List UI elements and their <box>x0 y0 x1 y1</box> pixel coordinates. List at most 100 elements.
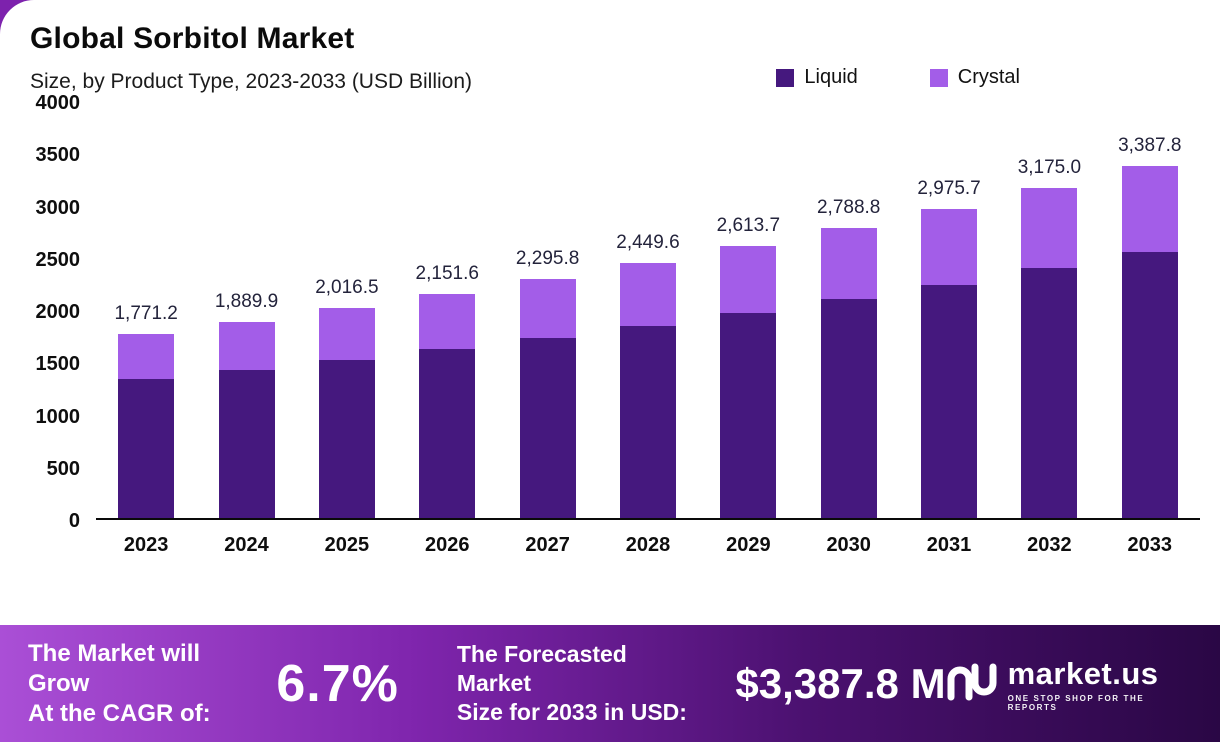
bar-segment-liquid <box>218 369 275 518</box>
bar-segment-crystal <box>921 208 978 285</box>
bar-group: 2,151.6 <box>397 263 497 518</box>
bar-group: 2,613.7 <box>698 215 798 518</box>
legend-swatch-crystal <box>929 68 948 87</box>
y-tick-label: 2500 <box>35 248 81 271</box>
bar-segment-liquid <box>519 338 576 518</box>
bar-total-label: 2,975.7 <box>917 177 981 199</box>
bar-segment-liquid <box>619 325 676 518</box>
bar-segment-liquid <box>921 284 978 518</box>
legend-item-crystal: Crystal <box>929 66 1020 89</box>
x-axis-label: 2028 <box>625 534 671 556</box>
legend: Liquid Crystal <box>776 66 1020 89</box>
bar-group: 2,295.8 <box>497 248 597 518</box>
logo-wordmark: market.us <box>1007 655 1159 691</box>
bar-segment-crystal <box>318 308 375 360</box>
bar-group: 1,771.2 <box>96 303 196 518</box>
y-tick-label: 1500 <box>35 353 81 376</box>
legend-item-liquid: Liquid <box>776 66 858 89</box>
forecast-text-block: The Forecasted Market Size for 2033 in U… <box>457 640 702 726</box>
y-tick-label: 0 <box>68 510 80 532</box>
y-tick-label: 3500 <box>35 144 81 167</box>
cagr-value: 6.7% <box>276 654 399 713</box>
legend-swatch-liquid <box>776 68 795 87</box>
bar-segment-crystal <box>118 333 175 380</box>
forecast-line1: The Forecasted Market <box>456 641 627 697</box>
y-tick-label: 2000 <box>35 301 81 323</box>
y-axis: 4000 3500 3000 2500 2000 1500 1000 500 0 <box>8 93 96 531</box>
bar-stack <box>419 294 476 518</box>
legend-label: Liquid <box>804 66 858 88</box>
x-axis-label: 2027 <box>525 534 570 556</box>
chart-title: Global Sorbitol Market <box>30 22 355 55</box>
bar-stack <box>619 263 676 518</box>
bar-group: 2,449.6 <box>598 232 698 518</box>
bar-segment-crystal <box>820 228 877 299</box>
x-axis-label: 2033 <box>1127 534 1173 556</box>
bar-segment-liquid <box>1021 268 1078 518</box>
bar-stack <box>921 208 978 518</box>
footer-banner: The Market will Grow At the CAGR of: 6.7… <box>0 625 1220 742</box>
bar-total-label: 2,449.6 <box>616 232 680 254</box>
bar-total-label: 1,889.9 <box>214 290 279 312</box>
cagr-line1: The Market will Grow <box>28 639 201 697</box>
y-tick-label: 1000 <box>35 405 81 428</box>
bar-stack <box>720 246 777 518</box>
bar-group: 2,975.7 <box>899 177 999 518</box>
chart-body: 4000 3500 3000 2500 2000 1500 1000 500 0 1,771.2… <box>0 93 1220 557</box>
bar-total-label: 3,387.8 <box>1118 134 1182 156</box>
bar-segment-liquid <box>720 312 777 518</box>
bar-group: 3,175.0 <box>999 157 1099 518</box>
bar-stack <box>118 333 175 518</box>
bar-total-label: 2,295.8 <box>515 248 580 270</box>
x-axis-label: 2030 <box>826 534 871 556</box>
cagr-line2: At the CAGR of: <box>28 699 211 727</box>
bar-stack <box>318 308 375 518</box>
bar-segment-crystal <box>1121 165 1178 253</box>
marketus-logo-icon <box>946 661 998 706</box>
marketus-logo: market.us ONE STOP SHOP FOR THE REPORTS <box>946 656 1192 712</box>
bar-stack <box>820 228 877 518</box>
forecast-value: $3,387.8 M <box>735 659 946 707</box>
chart-subtitle: Size, by Product Type, 2023-2033 (USD Bi… <box>30 70 473 93</box>
y-tick-label: 500 <box>46 457 80 480</box>
bar-group: 2,016.5 <box>297 277 397 518</box>
bar-stack <box>1021 187 1078 518</box>
plot-column: 1,771.2 1,889.9 2,016.5 2,151.6 2,295.8 2,449… <box>96 104 1200 557</box>
bar-segment-liquid <box>419 349 476 518</box>
bar-segment-crystal <box>218 321 275 370</box>
title-block: Global Sorbitol Market Size, by Product … <box>30 22 472 94</box>
y-tick-label: 3000 <box>35 196 81 219</box>
x-axis: 2023 2024 2025 2026 2027 2028 2029 2030 2031 2032… <box>96 534 1200 557</box>
forecast-line2: Size for 2033 in USD: <box>456 698 687 725</box>
chart-panel: Global Sorbitol Market Size, by Product … <box>0 0 1220 625</box>
bar-segment-crystal <box>419 294 476 349</box>
bar-segment-crystal <box>519 279 576 339</box>
x-axis-label: 2024 <box>224 534 269 556</box>
bar-total-label: 2,151.6 <box>415 263 479 285</box>
x-axis-label: 2032 <box>1027 534 1072 556</box>
bar-segment-liquid <box>820 298 877 518</box>
bar-stack <box>519 279 576 518</box>
bar-group: 2,788.8 <box>799 197 899 518</box>
y-tick-label: 4000 <box>35 92 81 114</box>
bar-total-label: 3,175.0 <box>1017 156 1082 178</box>
bar-segment-crystal <box>619 263 676 326</box>
x-axis-label: 2025 <box>324 534 370 556</box>
bar-total-label: 2,788.8 <box>816 197 881 219</box>
chart-header: Global Sorbitol Market Size, by Product … <box>0 0 1220 94</box>
bar-total-label: 2,613.7 <box>716 215 781 237</box>
bar-total-label: 1,771.2 <box>114 302 178 324</box>
x-axis-label: 2029 <box>726 534 771 556</box>
bar-segment-crystal <box>720 246 777 313</box>
bar-stack <box>1121 165 1178 518</box>
cagr-text-block: The Market will Grow At the CAGR of: <box>28 639 262 729</box>
bar-stack <box>218 321 275 518</box>
legend-label: Crystal <box>957 66 1020 88</box>
x-axis-label: 2023 <box>123 534 169 556</box>
bar-group: 1,889.9 <box>196 291 296 518</box>
bar-segment-crystal <box>1021 187 1078 269</box>
logo-text-wrap: market.us ONE STOP SHOP FOR THE REPORTS <box>1008 656 1192 712</box>
x-axis-label: 2031 <box>926 534 972 556</box>
plot-area: 1,771.2 1,889.9 2,016.5 2,151.6 2,295.8 2,449… <box>96 104 1200 520</box>
